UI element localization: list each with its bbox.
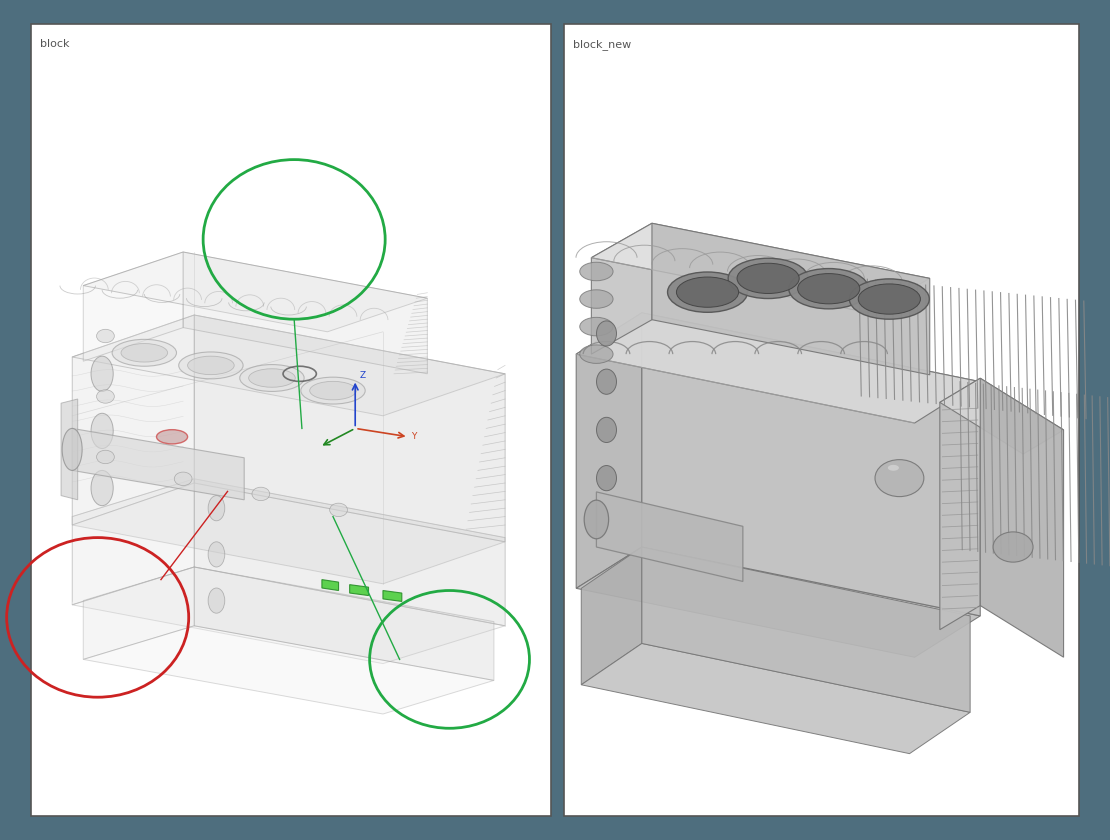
Ellipse shape bbox=[188, 356, 234, 375]
Polygon shape bbox=[72, 315, 505, 416]
Polygon shape bbox=[576, 312, 980, 423]
Polygon shape bbox=[83, 626, 494, 714]
Polygon shape bbox=[83, 252, 183, 361]
Circle shape bbox=[97, 450, 114, 464]
Polygon shape bbox=[83, 567, 194, 659]
Ellipse shape bbox=[596, 465, 616, 491]
Ellipse shape bbox=[888, 465, 899, 470]
Polygon shape bbox=[652, 223, 930, 375]
Text: block_new: block_new bbox=[573, 39, 630, 50]
Text: Z: Z bbox=[360, 371, 366, 380]
Ellipse shape bbox=[179, 352, 243, 379]
Ellipse shape bbox=[209, 496, 224, 521]
FancyBboxPatch shape bbox=[564, 24, 1079, 816]
Polygon shape bbox=[83, 252, 427, 332]
Circle shape bbox=[330, 503, 347, 517]
Polygon shape bbox=[980, 378, 1063, 657]
Ellipse shape bbox=[91, 356, 113, 391]
Polygon shape bbox=[642, 547, 970, 712]
Ellipse shape bbox=[579, 345, 613, 364]
Text: block: block bbox=[40, 39, 70, 49]
Ellipse shape bbox=[789, 269, 869, 309]
Ellipse shape bbox=[849, 279, 929, 319]
Polygon shape bbox=[72, 567, 505, 664]
Polygon shape bbox=[350, 585, 369, 596]
Circle shape bbox=[174, 472, 192, 486]
Polygon shape bbox=[61, 399, 78, 500]
Polygon shape bbox=[940, 378, 980, 630]
Ellipse shape bbox=[209, 588, 224, 613]
Polygon shape bbox=[940, 378, 1063, 454]
Ellipse shape bbox=[584, 500, 608, 538]
Ellipse shape bbox=[249, 369, 295, 387]
Circle shape bbox=[993, 532, 1033, 562]
Polygon shape bbox=[582, 547, 642, 685]
Text: Y: Y bbox=[411, 433, 416, 441]
Ellipse shape bbox=[858, 284, 920, 314]
Polygon shape bbox=[72, 315, 194, 525]
Ellipse shape bbox=[112, 339, 176, 366]
Circle shape bbox=[875, 459, 924, 496]
Polygon shape bbox=[194, 479, 505, 626]
Ellipse shape bbox=[121, 344, 168, 362]
Ellipse shape bbox=[579, 290, 613, 308]
Ellipse shape bbox=[596, 321, 616, 346]
Ellipse shape bbox=[676, 277, 738, 307]
Polygon shape bbox=[576, 547, 980, 657]
Polygon shape bbox=[592, 223, 930, 312]
Circle shape bbox=[97, 329, 114, 343]
Ellipse shape bbox=[579, 262, 613, 281]
Polygon shape bbox=[72, 483, 505, 584]
Ellipse shape bbox=[62, 428, 82, 470]
Polygon shape bbox=[576, 312, 642, 588]
Ellipse shape bbox=[579, 318, 613, 336]
Ellipse shape bbox=[798, 274, 860, 304]
Polygon shape bbox=[183, 252, 427, 374]
Ellipse shape bbox=[728, 258, 808, 298]
Polygon shape bbox=[72, 479, 194, 605]
FancyBboxPatch shape bbox=[31, 24, 551, 816]
Ellipse shape bbox=[596, 369, 616, 394]
Polygon shape bbox=[383, 591, 402, 601]
Polygon shape bbox=[72, 428, 244, 500]
Ellipse shape bbox=[310, 381, 356, 400]
Circle shape bbox=[97, 390, 114, 403]
Polygon shape bbox=[642, 312, 980, 616]
Ellipse shape bbox=[91, 470, 113, 506]
Ellipse shape bbox=[667, 272, 747, 312]
Polygon shape bbox=[596, 492, 743, 581]
Ellipse shape bbox=[737, 263, 799, 293]
Polygon shape bbox=[582, 643, 970, 753]
Polygon shape bbox=[194, 567, 494, 680]
Polygon shape bbox=[592, 223, 652, 354]
Ellipse shape bbox=[157, 430, 188, 444]
Ellipse shape bbox=[596, 417, 616, 443]
Polygon shape bbox=[194, 315, 505, 542]
Ellipse shape bbox=[91, 413, 113, 449]
Ellipse shape bbox=[301, 377, 365, 404]
Circle shape bbox=[252, 487, 270, 501]
Ellipse shape bbox=[209, 542, 224, 567]
Ellipse shape bbox=[240, 365, 304, 391]
Polygon shape bbox=[322, 580, 339, 591]
